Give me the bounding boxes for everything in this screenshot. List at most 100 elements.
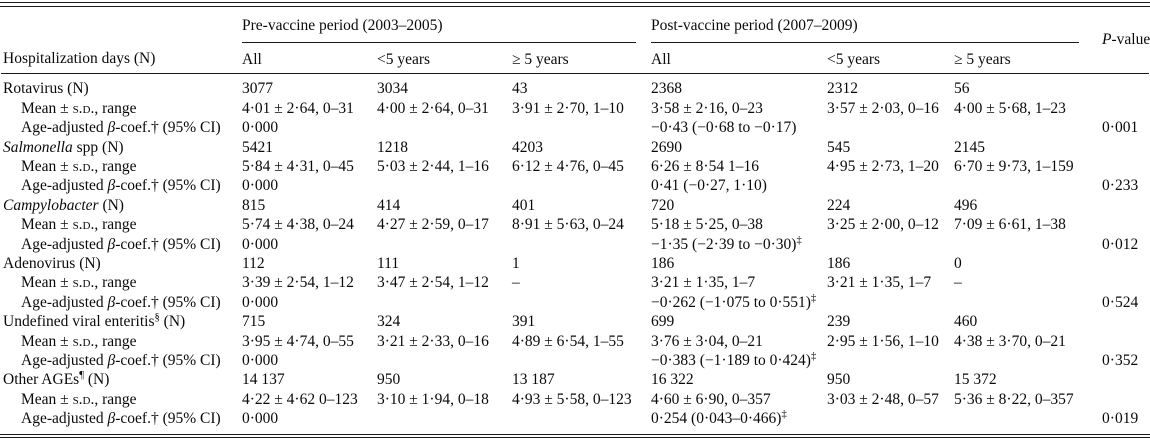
mean-cell: 6·70 ± 9·73, 1–159 xyxy=(954,157,1074,175)
table-body: Rotavirus (N) 3077 3034 43 2368 2312 56 … xyxy=(1,74,1149,434)
beta-pre-cell: 0·000 xyxy=(242,293,279,311)
mean-label-suffix: , range xyxy=(94,390,137,408)
row-label-mean: Mean ± s.d., range xyxy=(1,157,242,176)
mean-cell: 4·89 ± 6·54, 1–55 xyxy=(512,332,624,350)
p-value-cell: 0·524 xyxy=(1102,293,1139,311)
table-row-undefined-enteritis-beta: Age-adjusted β-coef.† (95% CI) 0·000 −0·… xyxy=(1,351,1149,370)
row-label-mean: Mean ± s.d., range xyxy=(1,215,242,234)
count-cell: 14 137 xyxy=(242,371,285,389)
empty-cell xyxy=(1102,370,1149,389)
count-cell: 2690 xyxy=(651,138,682,156)
mean-cell: 5·74 ± 4·38, 0–24 xyxy=(242,216,354,234)
beta-label-prefix: Age-adjusted xyxy=(21,235,108,253)
count-cell: 1 xyxy=(512,254,520,272)
table-row-salmonella-n: Salmonella spp (N) 5421 1218 4203 2690 5… xyxy=(1,138,1149,157)
count-cell: 391 xyxy=(512,313,536,331)
empty-cell xyxy=(1102,74,1149,99)
row-label-disease: Rotavirus (N) xyxy=(1,74,242,99)
double-dagger-marker: ‡ xyxy=(781,409,787,421)
mean-cell: 6·26 ± 8·54 1–16 xyxy=(651,157,759,175)
mean-cell: 5·36 ± 8·22, 0–357 xyxy=(954,390,1074,408)
mean-label-prefix: Mean ± xyxy=(21,99,73,117)
p-rest: -value xyxy=(1111,31,1150,49)
beta-post-cell: 0·41 (−0·27, 1·10) xyxy=(651,176,954,195)
header-subcolumn-row: All <5 years ≥ 5 years All <5 years ≥ 5 … xyxy=(1,42,1149,75)
count-cell: 699 xyxy=(651,313,675,331)
row-label-disease: Adenovirus (N) xyxy=(1,254,242,273)
row-label-beta: Age-adjusted β-coef.† (95% CI) xyxy=(1,293,242,312)
beta-symbol: β xyxy=(107,293,116,311)
empty-cell xyxy=(1102,332,1149,351)
sd-smallcaps: s.d. xyxy=(72,157,95,175)
empty-cell xyxy=(1102,254,1149,273)
mean-cell: – xyxy=(954,274,962,292)
p-value-cell: 0·352 xyxy=(1102,352,1139,369)
p-value-cell: 0·019 xyxy=(1102,410,1139,428)
disease-name: Other AGEs xyxy=(3,371,80,389)
double-dagger-marker: ‡ xyxy=(796,234,802,246)
count-cell: 950 xyxy=(827,371,851,389)
count-cell: 13 187 xyxy=(512,371,555,389)
empty-cell xyxy=(954,409,1102,433)
double-dagger-marker: ‡ xyxy=(810,350,817,362)
count-cell: 3077 xyxy=(242,80,273,98)
beta-label-suffix: -coef.† (95% CI) xyxy=(115,177,221,195)
p-value-column-header: P-value xyxy=(1102,6,1150,75)
beta-symbol: β xyxy=(107,352,116,369)
sd-smallcaps: s.d. xyxy=(72,390,95,408)
count-cell: 186 xyxy=(651,254,675,272)
beta-label-prefix: Age-adjusted xyxy=(21,352,108,369)
count-cell: 111 xyxy=(377,254,400,272)
mean-cell: 3·47 ± 2·54, 1–12 xyxy=(377,274,489,292)
table-row-rotavirus-mean: Mean ± s.d., range 4·01 ± 2·64, 0–31 4·0… xyxy=(1,99,1149,118)
col-header-pre-under5: <5 years xyxy=(377,42,512,75)
beta-label-prefix: Age-adjusted xyxy=(21,293,108,311)
mean-cell: 4·22 ± 4·62 0–123 xyxy=(242,390,358,408)
table-row-other-ages-n: Other AGEs¶ (N) 14 137 950 13 187 16 322… xyxy=(1,370,1149,389)
disease-name: Adenovirus xyxy=(3,254,76,272)
col-header-pre-all: All xyxy=(242,42,377,75)
beta-label-suffix: -coef.† (95% CI) xyxy=(115,235,221,253)
mean-label-suffix: , range xyxy=(94,274,137,292)
header-group-row: Hospitalization days (N) Pre-vaccine per… xyxy=(1,6,1150,75)
beta-pre-cell: 0·000 xyxy=(242,352,279,369)
disease-name: Rotavirus xyxy=(3,80,64,98)
beta-pre-cell: 0·000 xyxy=(242,177,279,195)
mean-cell: 4·38 ± 3·70, 0–21 xyxy=(954,332,1066,350)
mean-label-prefix: Mean ± xyxy=(21,390,73,408)
table-row-rotavirus-n: Rotavirus (N) 3077 3034 43 2368 2312 56 xyxy=(1,74,1149,99)
mean-cell: 5·18 ± 5·25, 0–38 xyxy=(651,216,763,234)
count-cell: 56 xyxy=(954,80,970,98)
sd-smallcaps: s.d. xyxy=(72,99,95,117)
count-cell: 496 xyxy=(954,196,978,214)
mean-cell: 3·21 ± 2·33, 0–16 xyxy=(377,332,489,350)
mean-cell: 3·91 ± 2·70, 1–10 xyxy=(512,99,624,117)
sd-smallcaps: s.d. xyxy=(72,274,95,292)
beta-symbol: β xyxy=(107,410,116,428)
count-cell: 239 xyxy=(827,313,851,331)
beta-label-suffix: -coef.† (95% CI) xyxy=(115,293,221,311)
row-label-mean: Mean ± s.d., range xyxy=(1,390,242,409)
sd-smallcaps: s.d. xyxy=(72,332,95,350)
table-row-adenovirus-beta: Age-adjusted β-coef.† (95% CI) 0·000 −0·… xyxy=(1,293,1149,312)
mean-cell: 8·91 ± 5·63, 0–24 xyxy=(512,216,624,234)
beta-post-cell: −0·383 (−1·189 to 0·424)‡ xyxy=(651,351,954,370)
beta-post-value: −0·383 (−1·189 to 0·424) xyxy=(651,352,811,369)
mean-cell: 4·93 ± 5·58, 0–123 xyxy=(512,390,632,408)
mean-cell: 6·12 ± 4·76, 0–45 xyxy=(512,157,624,175)
empty-cell xyxy=(954,176,1102,195)
mean-cell: 3·76 ± 3·04, 0–21 xyxy=(651,332,763,350)
beta-post-cell: −1·35 (−2·39 to −0·30)‡ xyxy=(651,235,954,254)
table-row-salmonella-mean: Mean ± s.d., range 5·84 ± 4·31, 0–45 5·0… xyxy=(1,157,1149,176)
post-vaccine-group-label: Post-vaccine period (2007–2009) xyxy=(651,7,1080,43)
mean-cell: 5·03 ± 2·44, 1–16 xyxy=(377,157,489,175)
post-vaccine-group-header: Post-vaccine period (2007–2009) xyxy=(651,7,1102,43)
table-row-other-ages-mean: Mean ± s.d., range 4·22 ± 4·62 0–123 3·1… xyxy=(1,390,1149,409)
mean-cell: 4·00 ± 2·64, 0–31 xyxy=(377,99,489,117)
table-row-rotavirus-beta: Age-adjusted β-coef.† (95% CI) 0·000 −0·… xyxy=(1,118,1149,137)
empty-cell xyxy=(1102,138,1149,157)
beta-pre-cell: 0·000 xyxy=(242,119,279,137)
p-value-cell: 0·001 xyxy=(1102,119,1139,137)
table-row-adenovirus-n: Adenovirus (N) 112 111 1 186 186 0 xyxy=(1,254,1149,273)
mean-cell: 3·57 ± 2·03, 0–16 xyxy=(827,99,939,117)
